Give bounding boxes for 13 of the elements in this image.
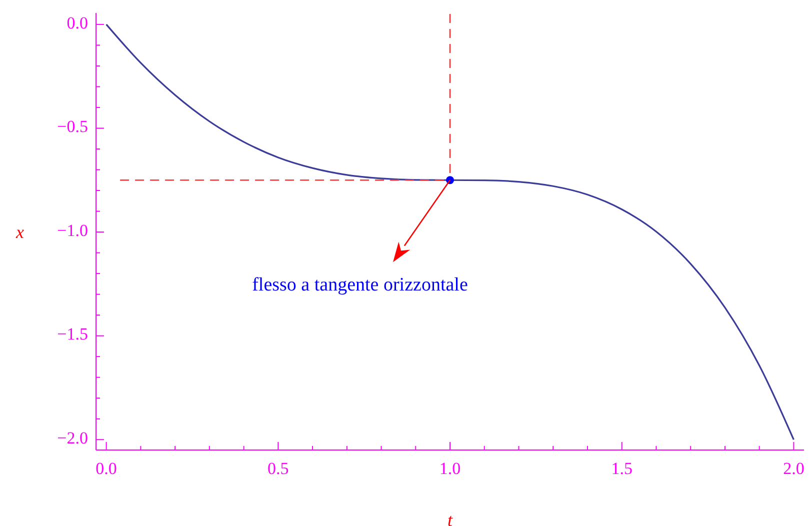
y-tick-label: −1.0: [57, 220, 88, 240]
annotation: flesso a tangente orizzontale: [252, 274, 468, 296]
y-tick-label: −0.5: [57, 117, 88, 136]
x-tick-label: 1.0: [439, 458, 461, 478]
x-tick-label: 1.5: [611, 458, 632, 478]
x-tick-label: 0.0: [96, 458, 117, 478]
y-tick-label: 0.0: [66, 13, 88, 32]
y-axis-title: x: [15, 222, 24, 242]
y-tick-label: −1.5: [57, 324, 88, 344]
x-tick-label: 2.0: [783, 458, 804, 478]
y-tick-label: −2.0: [57, 428, 88, 448]
x-tick-label: 0.5: [268, 458, 289, 478]
x-axis-title: t: [447, 510, 454, 526]
